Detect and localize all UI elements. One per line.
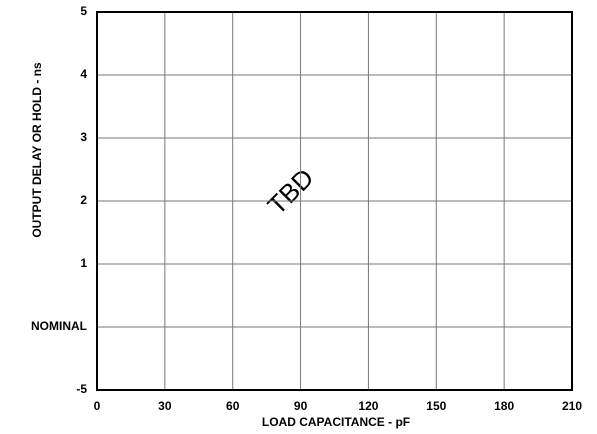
y-axis-title: OUTPUT DELAY OR HOLD - ns xyxy=(30,62,44,238)
y-tick-label: NOMINAL xyxy=(31,319,87,333)
x-tick-label: 90 xyxy=(294,399,308,413)
plot-frame xyxy=(96,11,573,391)
x-axis-title: LOAD CAPACITANCE - pF xyxy=(262,415,410,429)
y-tick-label: 1 xyxy=(80,256,87,270)
y-tick-label: 3 xyxy=(80,130,87,144)
annotation: TBD xyxy=(262,163,320,221)
x-tick-label: 120 xyxy=(358,399,378,413)
x-tick-label: 210 xyxy=(562,399,582,413)
y-tick-label: 2 xyxy=(80,193,87,207)
x-tick-label: 30 xyxy=(158,399,172,413)
y-tick-label: -5 xyxy=(76,382,87,396)
x-tick-label: 180 xyxy=(494,399,514,413)
y-tick-label: 5 xyxy=(80,4,87,18)
y-tick-label: 4 xyxy=(80,67,87,81)
x-tick-label: 0 xyxy=(94,399,101,413)
x-tick-label: 60 xyxy=(226,399,240,413)
x-tick-label: 150 xyxy=(426,399,446,413)
